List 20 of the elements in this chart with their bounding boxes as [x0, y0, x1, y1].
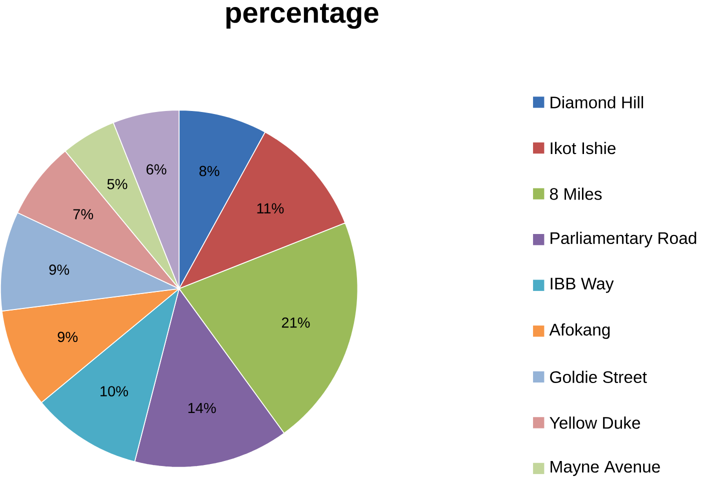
legend-label: 8 Miles: [550, 188, 602, 200]
data-label: 9%: [49, 264, 70, 275]
chart-title: percentage: [226, 4, 378, 29]
legend-label: Ikot Ishie: [550, 142, 616, 154]
data-label: 21%: [282, 318, 310, 328]
data-label: 7%: [73, 209, 94, 220]
data-label: 6%: [146, 164, 166, 175]
data-label: 5%: [107, 179, 128, 190]
data-label: 11%: [257, 203, 284, 214]
data-label: 8%: [199, 166, 220, 176]
legend-label: Afokang: [549, 323, 610, 340]
legend-label: Yellow Duke: [550, 416, 640, 429]
legend-label: Parliamentary Road: [550, 232, 696, 248]
data-label: 14%: [188, 403, 216, 414]
legend-label: Diamond Hill: [550, 96, 644, 109]
data-label: 10%: [100, 386, 128, 397]
legend-label: IBB Way: [550, 278, 614, 293]
legend-label: Mayne Avenue: [550, 461, 660, 476]
legend-label: Goldie Street: [550, 370, 647, 384]
data-label: 9%: [58, 332, 78, 342]
